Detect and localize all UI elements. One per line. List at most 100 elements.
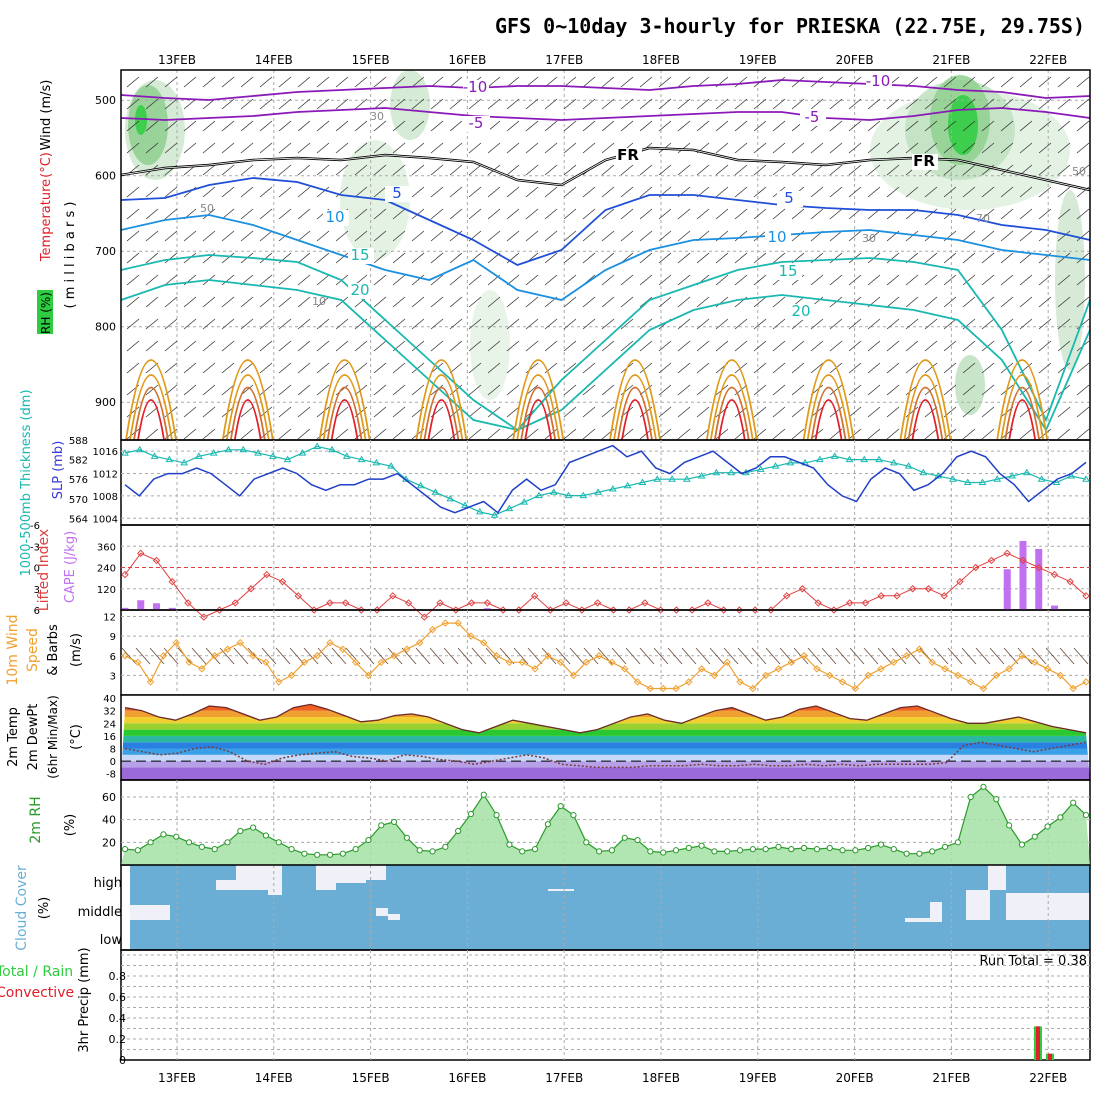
upper-wind-barb <box>468 186 482 198</box>
upper-wind-barb <box>1038 406 1052 418</box>
upper-wind-barb <box>810 98 824 110</box>
upper-wind-barb <box>316 120 330 132</box>
rh-marker <box>493 812 500 819</box>
upper-wind-barb <box>278 384 292 396</box>
cloud-tick-label: low <box>100 933 123 948</box>
upper-wind-barb <box>145 252 159 264</box>
upper-wind-barb <box>506 384 520 396</box>
contour-label: 20 <box>350 281 369 299</box>
upper-wind-barb <box>886 252 900 264</box>
lifted-index-marker <box>1019 556 1027 565</box>
millibars-axis-label: ( m i l l i b a r s ) <box>63 202 78 309</box>
upper-wind-barb <box>981 252 995 264</box>
contour-line <box>705 359 758 441</box>
upper-wind-barb <box>772 296 786 308</box>
upper-wind-barb <box>810 318 824 330</box>
rh-marker <box>660 849 667 856</box>
upper-wind-barb <box>829 318 843 330</box>
thickness-marker <box>490 511 499 518</box>
upper-wind-barb <box>981 230 995 242</box>
upper-wind-barb <box>145 76 159 88</box>
upper-wind-barb <box>297 230 311 242</box>
upper-wind-barb <box>297 186 311 198</box>
precip-frame <box>120 949 1091 1061</box>
temp-axis-label-a: 2m Temp <box>6 707 21 767</box>
upper-wind-barb <box>278 362 292 374</box>
upper-wind-barb <box>734 76 748 88</box>
upper-wind-barb <box>335 142 349 154</box>
contour-line <box>617 386 653 441</box>
bottom-date-label: 15FEB <box>352 1071 390 1085</box>
contour-line <box>318 359 371 441</box>
upper-wind-barb <box>677 230 691 242</box>
upper-wind-barb <box>1019 98 1033 110</box>
lifted-index-marker <box>704 599 712 607</box>
upper-wind-barb <box>962 362 976 374</box>
thickness-marker <box>446 494 455 502</box>
upper-wind-barb <box>1000 230 1014 242</box>
wind-speed-marker <box>672 684 680 693</box>
upper-wind-barb <box>259 164 273 176</box>
upper-wind-barb <box>620 186 634 198</box>
temp-tick-label: 16 <box>103 732 116 743</box>
upper-wind-barb <box>1057 406 1071 418</box>
wind-barb <box>275 647 291 665</box>
wind-barb <box>583 647 599 665</box>
precip-legend-convective: Convective <box>0 985 74 1001</box>
wind-speed-marker <box>685 678 693 686</box>
rh-marker <box>634 836 641 844</box>
upper-wind-barb <box>1038 98 1052 110</box>
upper-wind-barb <box>924 186 938 198</box>
thickness-marker <box>1082 475 1090 482</box>
upper-wind-barb <box>430 428 444 440</box>
upper-wind-barb <box>335 296 349 308</box>
upper-wind-barb <box>297 120 311 132</box>
upper-wind-barb <box>145 274 159 286</box>
thickness-marker <box>254 449 262 456</box>
contour-label-bg <box>348 248 374 264</box>
lifted-tick-label: 0 <box>34 564 40 575</box>
upper-wind-barb <box>240 296 254 308</box>
upper-wind-barb <box>677 76 691 88</box>
temp-band <box>121 735 1090 743</box>
upper-wind-barb <box>1076 252 1090 264</box>
contour-line <box>903 374 948 441</box>
upper-wind-barb <box>259 362 273 374</box>
upper-wind-barb <box>411 142 425 154</box>
upper-wind-barb <box>658 164 672 176</box>
upper-wind-barb <box>544 120 558 132</box>
upper-wind-barb <box>943 164 957 176</box>
upper-wind-barb <box>183 340 197 352</box>
upper-wind-barb <box>753 362 767 374</box>
upper-wind-barb <box>677 208 691 220</box>
upper-wind-barb <box>829 274 843 286</box>
wind-barb <box>247 647 263 665</box>
upper-wind-barb <box>278 406 292 418</box>
rh-area-dark <box>121 786 1090 865</box>
contour-line <box>609 359 661 441</box>
upper-wind-barb <box>734 428 748 440</box>
upper-wind-barb <box>430 164 444 176</box>
cloud-tick-label: middle <box>78 905 122 920</box>
contour-line <box>524 399 553 441</box>
upper-wind-barb <box>316 230 330 242</box>
contour-line <box>709 374 754 441</box>
wind-speed-marker <box>800 652 808 660</box>
thickness-marker <box>461 501 469 508</box>
cape-bar <box>168 607 176 610</box>
upper-wind-barb <box>734 120 748 132</box>
upper-wind-barb <box>658 340 672 352</box>
rh-marker <box>467 810 475 818</box>
contour-label-bg <box>800 110 826 126</box>
wind-barb <box>429 647 445 665</box>
rh-tick-label: 20 <box>102 836 116 849</box>
wind-speed-marker <box>505 658 514 667</box>
upper-wind-barb <box>658 274 672 286</box>
rh-shading <box>955 355 985 415</box>
wind-barb <box>261 647 277 665</box>
upper-wind-barb <box>772 208 786 220</box>
upper-wind-barb <box>639 274 653 286</box>
upper-wind-barb <box>240 164 254 176</box>
upper-wind-barb <box>734 164 748 176</box>
